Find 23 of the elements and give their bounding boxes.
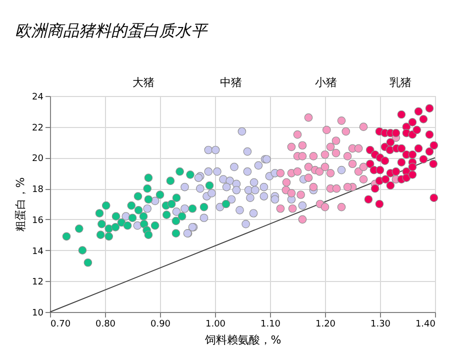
y-tick-label: 14 (32, 246, 44, 257)
x-tick-label: 1.40 (415, 320, 436, 330)
y-tick-label: 22 (32, 123, 44, 134)
y-tick-label: 20 (32, 154, 44, 164)
text: 大猪 (132, 76, 155, 89)
x-tick-label: 1.00 (205, 320, 226, 330)
text: 中猪 (220, 76, 242, 89)
y-tick-label: 24 (32, 92, 44, 102)
y-axis-title: 粗蛋白，% (14, 177, 28, 232)
y-tick-label: 10 (32, 308, 44, 318)
chart-title: 欧洲商品猪料的蛋白质水平 (15, 22, 209, 40)
text: 乳猪 (389, 76, 412, 89)
x-axis-title: 饲料赖氨酸，% (204, 334, 282, 346)
x-tick-label: 1.20 (315, 320, 336, 330)
x-tick-label: 0.90 (150, 320, 171, 330)
y-tick-label: 12 (32, 278, 44, 288)
y-tick-label: 18 (32, 185, 44, 196)
y-tick-label: 16 (32, 216, 44, 226)
x-tick-label: 1.30 (370, 320, 391, 330)
x-tick-label: 0.80 (95, 320, 116, 330)
x-tick-label: 0.70 (50, 320, 71, 330)
x-tick-label: 1.10 (260, 320, 281, 330)
text: 小猪 (314, 76, 337, 89)
